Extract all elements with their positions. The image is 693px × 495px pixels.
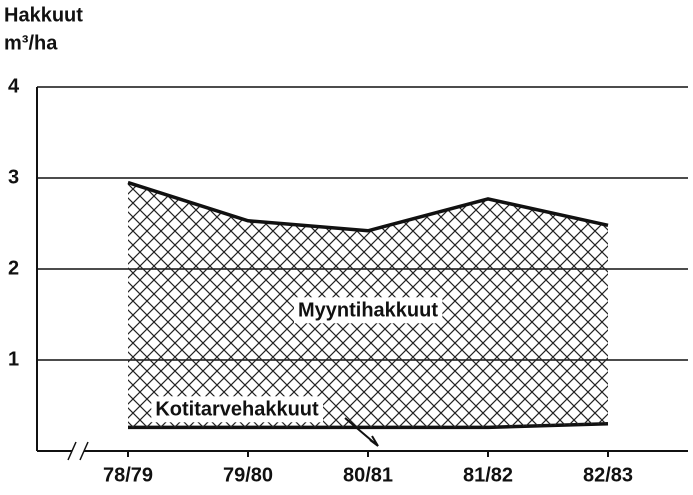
x-tick-label: 78/79	[103, 464, 153, 486]
label-arrow	[344, 417, 379, 447]
y-axis-title: Hakkuut	[4, 4, 83, 26]
y-axis-unit: m³/ha	[4, 32, 58, 54]
y-tick-label: 4	[8, 75, 20, 97]
y-tick-label: 1	[8, 348, 19, 370]
x-tick-label: 82/83	[583, 464, 633, 486]
x-tick-label: 81/82	[463, 464, 513, 486]
series-label: Myyntihakkuut	[298, 299, 438, 321]
x-tick-label: 80/81	[343, 464, 393, 486]
y-tick-label: 2	[8, 257, 19, 279]
series-line	[127, 180, 609, 233]
x-tick-label: 79/80	[223, 464, 273, 486]
label-background	[293, 297, 443, 324]
series-label: Kotitarvehakkuut	[155, 398, 319, 420]
axis-break	[67, 441, 89, 461]
y-tick-label: 3	[8, 166, 19, 188]
label-background	[151, 396, 324, 423]
